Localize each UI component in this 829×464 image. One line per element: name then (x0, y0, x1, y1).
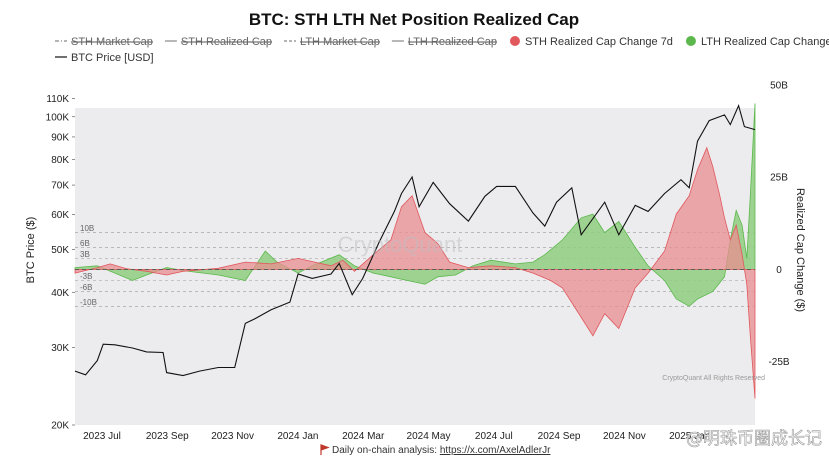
legend-label: LTH Market Cap (300, 36, 380, 48)
legend-label: LTH Realized Cap (408, 36, 497, 48)
reference-level-labels: 10B 6B 3B -3B -6B -10B (80, 224, 97, 307)
y-right-tick-label: 25B (770, 173, 788, 184)
x-tick-label: 2023 Nov (211, 431, 254, 442)
svg-text:Daily on-chain analysis: https: Daily on-chain analysis: https://x.com/A… (332, 445, 551, 456)
x-tick-label: 2024 Nov (603, 431, 646, 442)
left-y-axis: 20K 30K 40K 50K 60K 70K 80K 90K 100K 110K (46, 94, 75, 432)
x-tick-label: 2024 Sep (538, 431, 581, 442)
change-areas (74, 103, 756, 399)
y-left-tick-label: 90K (51, 132, 69, 143)
reference-label: 10B (80, 224, 94, 233)
footer-prefix: Daily on-chain analysis: (332, 445, 440, 456)
x-tick-label: 2024 Jan (277, 431, 318, 442)
right-axis-title: Realized Cap Change ($) (794, 188, 806, 312)
x-axis: 2023 Jul 2023 Sep 2023 Nov 2024 Jan 2024 Mar… (83, 431, 710, 442)
footer-link[interactable]: https://x.com/AxelAdlerJr (440, 445, 551, 456)
y-left-tick-label: 20K (51, 421, 69, 432)
corner-watermark: @明珠币圈成长记 (686, 429, 822, 449)
y-left-tick-label: 110K (46, 94, 69, 105)
price-series (74, 103, 756, 377)
y-left-tick-label: 100K (46, 112, 70, 123)
legend[interactable]: STH Market Cap STH Realized Cap LTH Market… (55, 36, 829, 64)
y-left-tick-label: 40K (51, 288, 69, 299)
reference-label: 6B (80, 239, 90, 248)
watermark: CryptoQuant (338, 232, 463, 257)
flag-icon (320, 444, 330, 455)
x-tick-label: 2025 Jan (669, 431, 710, 442)
btc-price-line (74, 103, 756, 377)
x-tick-label: 2024 Mar (342, 431, 385, 442)
legend-label: LTH Realized Cap Change 7d (701, 36, 829, 48)
reference-label: -6B (80, 283, 92, 292)
right-y-axis: 50B 25B 0 -25B (768, 81, 789, 369)
y-right-tick-label: 0 (776, 265, 782, 276)
y-right-tick-label: -25B (768, 357, 789, 368)
y-left-tick-label: 70K (51, 181, 69, 192)
legend-label: STH Realized Cap Change 7d (525, 36, 673, 48)
x-tick-label: 2023 Sep (146, 431, 189, 442)
legend-swatch (509, 36, 520, 46)
x-tick-label: 2024 Jul (475, 431, 513, 442)
footer: Daily on-chain analysis: https://x.com/A… (320, 444, 551, 456)
chart-title: BTC: STH LTH Net Position Realized Cap (249, 10, 579, 29)
reference-label: 3B (80, 250, 90, 259)
left-axis-title: BTC Price ($) (25, 217, 37, 284)
sth-change-area (74, 146, 756, 399)
y-left-tick-label: 60K (51, 210, 69, 221)
y-left-tick-label: 50K (51, 245, 69, 256)
y-right-tick-label: 50B (770, 81, 788, 92)
legend-label: STH Market Cap (71, 36, 153, 48)
legend-label: BTC Price [USD] (71, 52, 154, 64)
y-left-tick-label: 80K (51, 155, 69, 166)
x-tick-label: 2024 May (407, 431, 451, 442)
y-left-tick-label: 30K (51, 343, 69, 354)
reference-label: -3B (80, 272, 92, 281)
x-tick-label: 2023 Jul (83, 431, 121, 442)
rights-watermark: CryptoQuant All Rights Reserved (662, 375, 765, 382)
legend-label: STH Realized Cap (181, 36, 272, 48)
legend-swatch (685, 36, 696, 46)
reference-label: -10B (80, 298, 97, 307)
lth-change-area (74, 103, 756, 307)
